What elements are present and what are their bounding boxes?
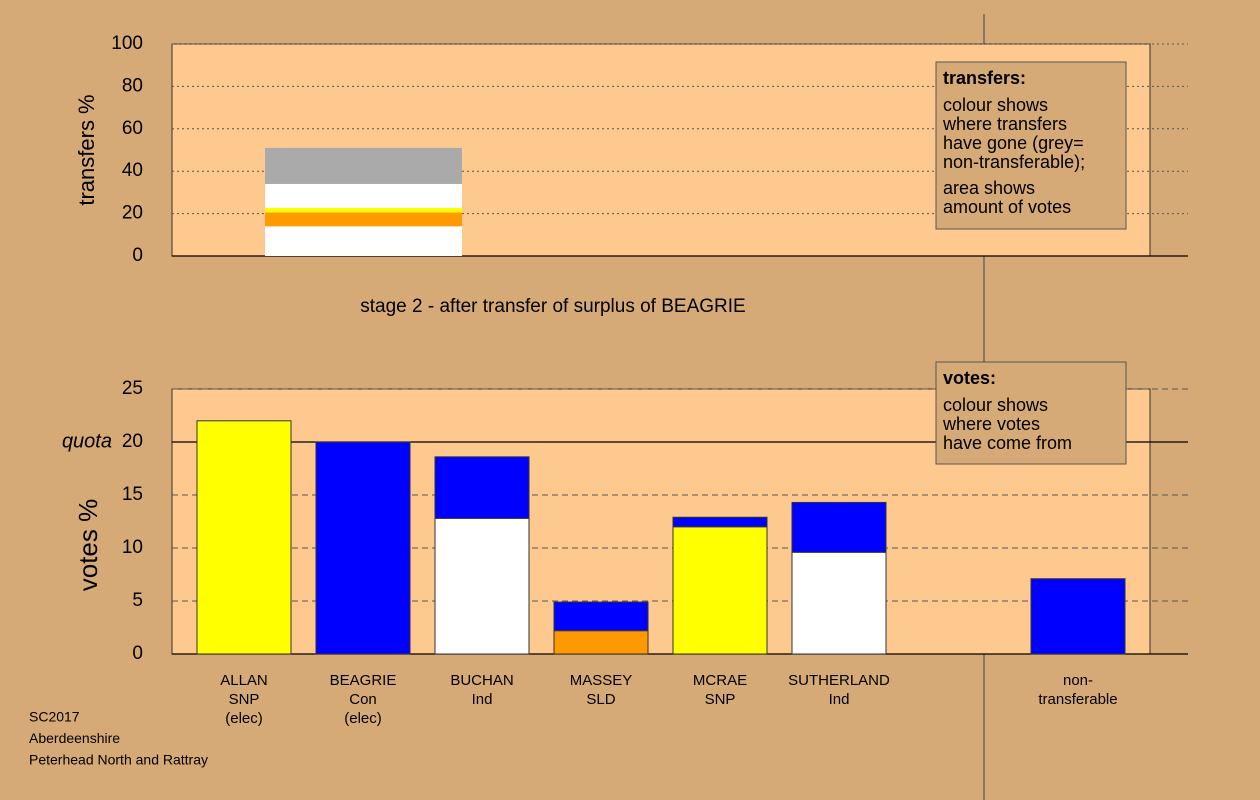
note-title: votes: [943,368,996,388]
note-text: amount of votes [943,197,1071,217]
x-tick-label: MASSEY [570,672,633,689]
bar-segment [672,526,768,655]
chart-title: stage 2 - after transfer of surplus of B… [360,296,745,317]
note-box [935,361,1127,465]
y-tick-label: 5 [132,590,143,611]
note-text: colour shows [943,95,1048,115]
note-box [935,61,1127,230]
y-axis-label: transfers % [74,94,99,205]
bar-segment [196,420,292,655]
bar-segment [791,501,887,553]
bar-segment [1030,578,1126,655]
x-tick-label: Ind [472,691,493,708]
bar-segment [265,207,462,213]
note-text: have gone (grey= [943,133,1084,153]
bar-segment [265,183,462,208]
y-tick-label: 100 [111,33,143,54]
y-tick-label: 40 [122,160,143,181]
x-tick-label: (elec) [344,710,382,727]
x-tick-label: Con [349,691,377,708]
note-title: transfers: [943,68,1026,88]
y-tick-label: 25 [122,378,143,399]
x-tick-label: BUCHAN [450,672,513,689]
x-tick-label: BEAGRIE [330,672,397,689]
note-text: area shows [943,178,1035,198]
bar-segment [265,212,462,227]
x-tick-label: ALLAN [220,672,268,689]
bar-segment [791,551,887,655]
y-tick-label: 20 [122,431,143,452]
footer-text: Aberdeenshire [29,730,120,746]
bar-segment [315,441,411,655]
x-tick-label: SUTHERLAND [788,672,890,689]
y-tick-label: 60 [122,118,143,139]
bar-segment [265,226,462,256]
note-text: have come from [943,433,1072,453]
note-text: where transfers [942,114,1067,134]
bar-segment [553,601,649,632]
bar-segment [434,517,530,655]
x-tick-label: SLD [586,691,615,708]
bar-segment [434,456,530,519]
footer-text: Peterhead North and Rattray [29,752,208,768]
x-tick-label: Ind [829,691,850,708]
bar-segment [265,147,462,184]
note-text: where votes [942,414,1040,434]
bar-segment [553,630,649,655]
x-tick-label: SNP [229,691,260,708]
note-text: colour shows [943,395,1048,415]
x-tick-label: MCRAE [693,672,747,689]
x-tick-label: SNP [705,691,736,708]
x-tick-label: (elec) [225,710,263,727]
footer-text: SC2017 [29,709,80,725]
y-tick-label: 10 [122,537,143,558]
bar-segment [672,516,768,528]
y-tick-label: 0 [132,245,143,266]
note-text: non-transferable); [943,152,1085,172]
x-tick-label: transferable [1038,691,1117,708]
x-tick-label: non- [1063,672,1093,689]
quota-label: quota [62,430,112,452]
y-axis-label: votes % [73,499,103,592]
y-tick-label: 20 [122,203,143,224]
y-tick-label: 0 [132,643,143,664]
y-tick-label: 80 [122,75,143,96]
y-tick-label: 15 [122,484,143,505]
